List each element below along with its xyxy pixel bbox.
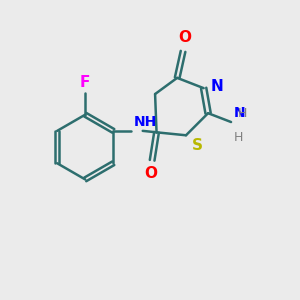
Text: S: S: [192, 138, 203, 153]
Text: NH: NH: [134, 115, 157, 128]
Text: H: H: [238, 107, 247, 120]
Text: F: F: [80, 75, 90, 90]
Text: N: N: [210, 79, 223, 94]
Text: N: N: [233, 106, 245, 120]
Text: O: O: [178, 31, 191, 46]
Text: O: O: [144, 166, 157, 181]
Text: H: H: [233, 131, 243, 144]
